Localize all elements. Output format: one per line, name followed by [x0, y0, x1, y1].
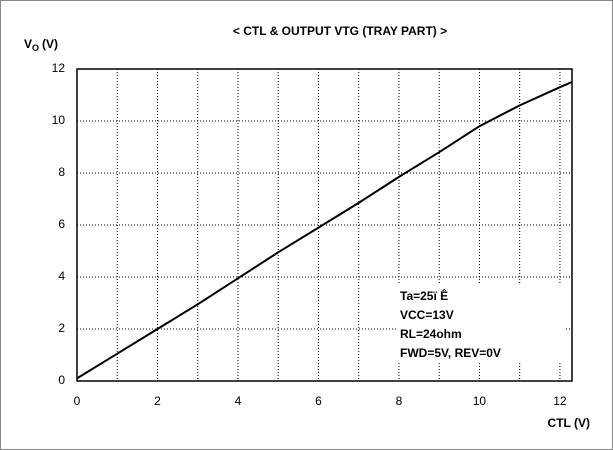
data-line — [76, 81, 573, 380]
y-tick-label: 6 — [58, 217, 65, 231]
x-tick-label: 4 — [235, 394, 242, 408]
y-tick-label: 2 — [58, 321, 65, 335]
x-axis-label: CTL (V) — [548, 416, 590, 430]
y-axis-label: VO (V) — [24, 37, 58, 53]
annotation-box — [396, 285, 566, 363]
x-tick-label: 12 — [553, 394, 567, 408]
chart-title: < CTL & OUTPUT VTG (TRAY PART) > — [233, 24, 447, 38]
annotation: VCC=13V — [400, 308, 454, 322]
y-tick-label: 4 — [58, 269, 65, 283]
annotation: RL=24ohm — [400, 327, 462, 341]
y-tick-label: 8 — [58, 165, 65, 179]
annotation: Ta=25ï Ê — [400, 288, 448, 303]
plot-frame — [76, 68, 573, 382]
y-tick-label: 10 — [52, 113, 66, 127]
y-tick-label: 12 — [52, 61, 66, 75]
x-tick-label: 8 — [396, 394, 403, 408]
x-tick-label: 6 — [315, 394, 322, 408]
x-tick-label: 0 — [74, 394, 81, 408]
x-tick-label: 2 — [154, 394, 161, 408]
y-tick-label: 0 — [58, 373, 65, 387]
x-tick-label: 10 — [473, 394, 487, 408]
annotation: FWD=5V, REV=0V — [400, 346, 501, 360]
